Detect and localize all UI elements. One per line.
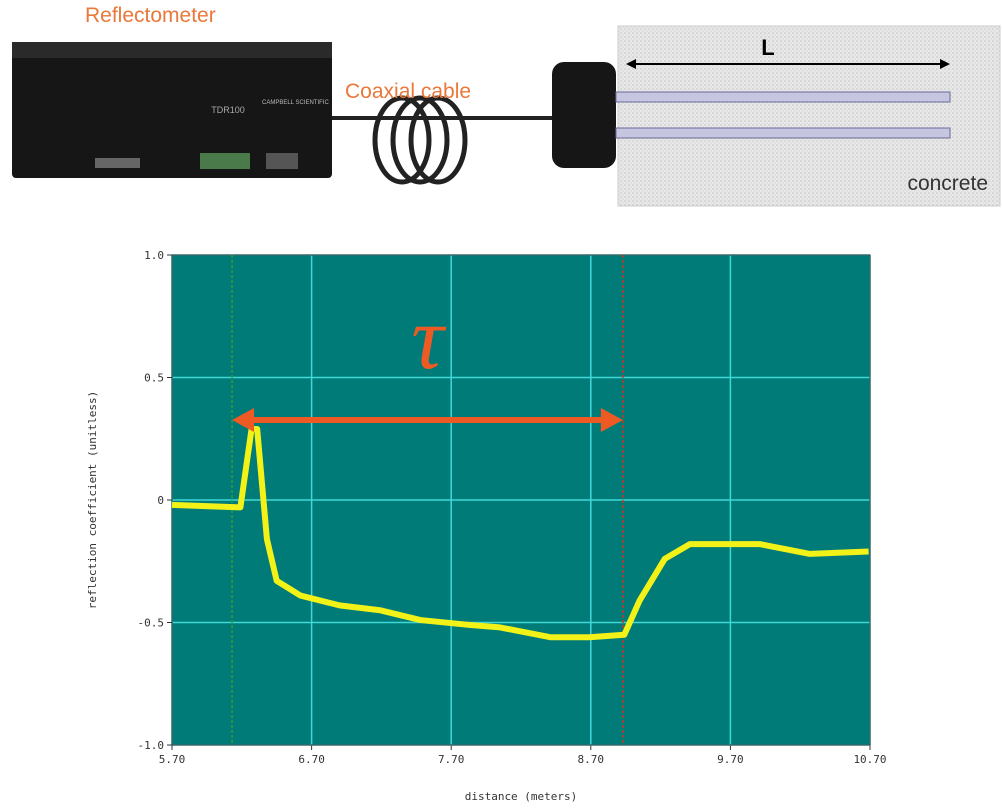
y-tick-label: 1.0 — [144, 249, 164, 262]
chart: 5.70 6.70 7.70 8.70 9.70 10.70 1.0 0.5 0 -0.5 -1.0… — [86, 249, 887, 803]
x-tick-label: 8.70 — [578, 753, 605, 766]
y-tick-label: -0.5 — [138, 617, 165, 630]
length-label: L — [761, 35, 774, 60]
y-tick-label: 0.5 — [144, 372, 164, 385]
reflectometer-top — [12, 42, 332, 58]
device-label: Reflectometer — [85, 4, 216, 27]
port — [95, 158, 140, 168]
cable-coil — [372, 95, 468, 185]
x-tick-label: 10.70 — [853, 753, 886, 766]
cable-label: Coaxial cable — [345, 80, 471, 103]
y-tick-label: -1.0 — [138, 739, 165, 752]
port — [266, 153, 298, 169]
x-tick-label: 5.70 — [159, 753, 186, 766]
annotation: τ — [411, 289, 446, 388]
data-line — [171, 425, 869, 641]
x-tick-label: 6.70 — [298, 753, 325, 766]
port — [200, 153, 250, 169]
device-brand: CAMPBELL SCIENTIFIC — [262, 100, 329, 106]
plot-frame — [171, 254, 871, 746]
x-tick-label: 7.70 — [438, 753, 465, 766]
probe-head — [552, 62, 616, 168]
reflectometer — [12, 42, 332, 178]
probe-rod — [615, 127, 951, 139]
x-tick-label: 9.70 — [717, 753, 744, 766]
probe-rod — [615, 91, 951, 103]
concrete — [617, 25, 1001, 207]
device-model: TDR100 — [211, 105, 245, 115]
x-axis-label: distance (meters) — [465, 790, 578, 803]
medium-label: concrete — [907, 172, 988, 195]
y-axis-label: reflection coefficient (unitless) — [86, 391, 99, 610]
y-tick-label: 0 — [157, 494, 164, 507]
